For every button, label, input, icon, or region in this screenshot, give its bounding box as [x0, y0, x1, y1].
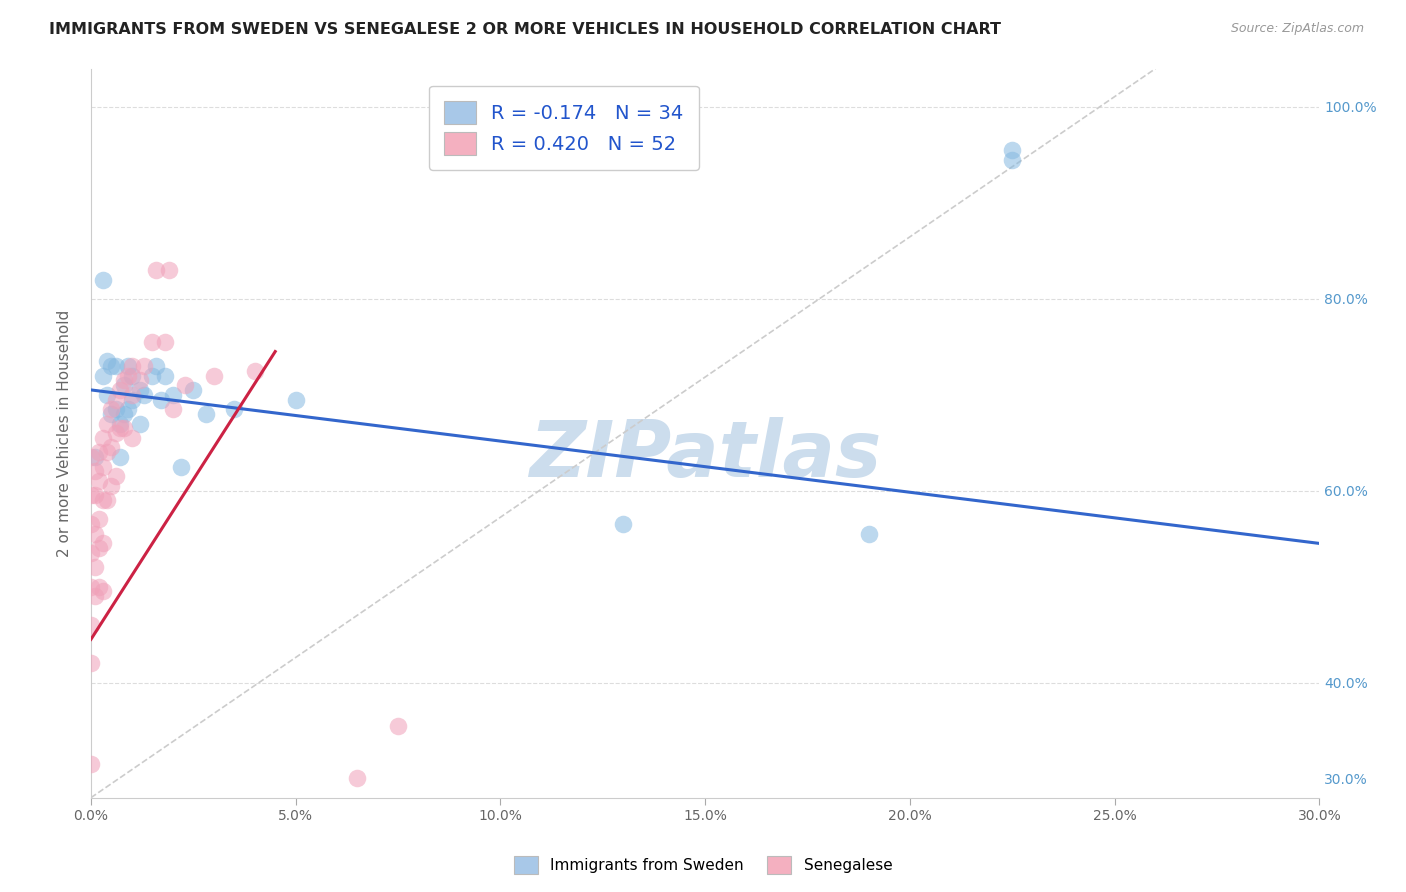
Point [141, 368, 163, 383]
Point [104, 359, 127, 373]
Point [129, 417, 152, 431]
Point [80, 450, 103, 464]
Point [612, 517, 634, 532]
Point [202, 368, 225, 383]
Point [194, 407, 217, 421]
Point [104, 392, 127, 407]
Point [104, 469, 127, 483]
Point [87, 445, 110, 459]
Point [346, 772, 368, 786]
Point [153, 334, 176, 349]
Point [121, 359, 143, 373]
Point [108, 383, 131, 397]
Point [87, 474, 110, 488]
Y-axis label: 2 or more Vehicles in Household: 2 or more Vehicles in Household [58, 310, 72, 557]
Point [100, 441, 122, 455]
Point [87, 580, 110, 594]
Point [145, 359, 167, 373]
Point [80, 757, 103, 772]
Point [121, 368, 143, 383]
Text: ZIPatlas: ZIPatlas [529, 417, 882, 493]
Point [284, 392, 307, 407]
Point [145, 263, 167, 277]
Point [80, 580, 103, 594]
Point [96, 493, 118, 508]
Point [112, 373, 135, 387]
Text: Source: ZipAtlas.com: Source: ZipAtlas.com [1230, 22, 1364, 36]
Point [134, 359, 156, 373]
Point [112, 378, 135, 392]
Point [80, 546, 103, 560]
Point [117, 402, 139, 417]
Text: IMMIGRANTS FROM SWEDEN VS SENEGALESE 2 OR MORE VEHICLES IN HOUSEHOLD CORRELATION: IMMIGRANTS FROM SWEDEN VS SENEGALESE 2 O… [49, 22, 1001, 37]
Point [162, 388, 184, 402]
Point [91, 493, 114, 508]
Point [96, 417, 118, 431]
Point [104, 402, 127, 417]
Point [1001, 153, 1024, 167]
Point [100, 359, 122, 373]
Point [91, 459, 114, 474]
Point [84, 526, 107, 541]
Point [224, 402, 246, 417]
Point [100, 479, 122, 493]
Point [108, 421, 131, 435]
Point [153, 368, 176, 383]
Point [96, 354, 118, 368]
Point [91, 368, 114, 383]
Point [387, 719, 409, 733]
Point [129, 383, 152, 397]
Point [157, 263, 180, 277]
Point [149, 392, 172, 407]
Point [80, 657, 103, 671]
Point [1001, 143, 1024, 157]
Point [84, 450, 107, 464]
Point [129, 373, 152, 387]
Point [141, 334, 163, 349]
Point [162, 402, 184, 417]
Point [134, 388, 156, 402]
Point [108, 450, 131, 464]
Point [121, 392, 143, 407]
Point [87, 512, 110, 526]
Point [858, 526, 880, 541]
Point [87, 541, 110, 556]
Point [112, 421, 135, 435]
Point [243, 364, 266, 378]
Point [170, 459, 193, 474]
Legend: R = -0.174   N = 34, R = 0.420   N = 52: R = -0.174 N = 34, R = 0.420 N = 52 [429, 86, 699, 170]
Point [91, 584, 114, 599]
Point [96, 445, 118, 459]
Point [100, 407, 122, 421]
Point [84, 589, 107, 603]
Point [174, 378, 197, 392]
Point [91, 272, 114, 286]
Point [91, 536, 114, 550]
Point [80, 517, 103, 532]
Point [84, 465, 107, 479]
Point [80, 488, 103, 502]
Point [181, 383, 204, 397]
Point [112, 407, 135, 421]
Point [84, 560, 107, 574]
Point [121, 431, 143, 445]
Point [84, 488, 107, 502]
Legend: Immigrants from Sweden, Senegalese: Immigrants from Sweden, Senegalese [508, 850, 898, 880]
Point [104, 426, 127, 441]
Point [80, 618, 103, 632]
Point [91, 431, 114, 445]
Point [100, 402, 122, 417]
Point [117, 368, 139, 383]
Point [121, 388, 143, 402]
Point [96, 388, 118, 402]
Point [108, 417, 131, 431]
Point [117, 359, 139, 373]
